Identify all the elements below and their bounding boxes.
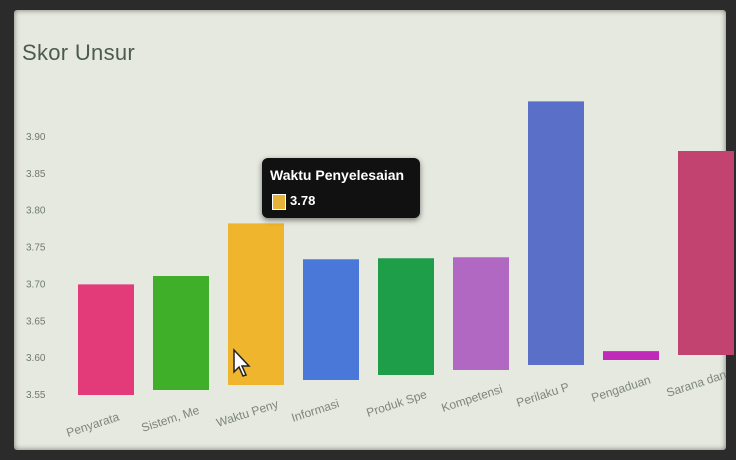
bar[interactable] (153, 276, 209, 390)
bar[interactable] (453, 257, 509, 370)
bar[interactable] (603, 351, 659, 360)
y-tick-label: 3.85 (26, 169, 46, 180)
x-tick-label: Sarana dan (665, 367, 728, 399)
mouse-cursor-icon (233, 348, 251, 377)
tooltip-title: Waktu Penyelesaian (270, 167, 405, 183)
x-tick-label: Kompetensi (440, 382, 505, 415)
bars (78, 101, 734, 395)
y-tick-label: 3.60 (26, 353, 46, 364)
y-tick-label: 3.80 (26, 206, 46, 217)
x-tick-label: Penyarata (65, 410, 122, 440)
x-tick-label: Sistem, Me (140, 403, 202, 435)
y-tick-label: 3.70 (26, 279, 46, 290)
x-tick-label: Waktu Peny (215, 397, 280, 430)
y-tick-label: 3.65 (26, 316, 46, 327)
bar[interactable] (528, 101, 584, 365)
y-axis-ticks: 3.55 3.60 3.65 3.70 3.75 3.80 3.85 3.90 (26, 132, 46, 401)
x-tick-label: Informasi (290, 396, 341, 425)
x-tick-label: Perilaku P (515, 380, 571, 410)
x-tick-label: Pengaduan (590, 373, 653, 405)
chart-title: Skor Unsur (22, 40, 136, 65)
y-tick-label: 3.75 (26, 243, 46, 254)
y-tick-label: 3.90 (26, 132, 46, 143)
x-tick-label: Produk Spe (365, 387, 429, 420)
bar[interactable] (78, 284, 134, 395)
tooltip-swatch (272, 194, 286, 210)
bar[interactable] (378, 258, 434, 375)
bar-tooltip: Waktu Penyelesaian 3.78 (262, 158, 420, 218)
tooltip-value: 3.78 (290, 193, 316, 208)
bar[interactable] (678, 151, 734, 355)
y-tick-label: 3.55 (26, 390, 46, 401)
bar[interactable] (303, 259, 359, 380)
